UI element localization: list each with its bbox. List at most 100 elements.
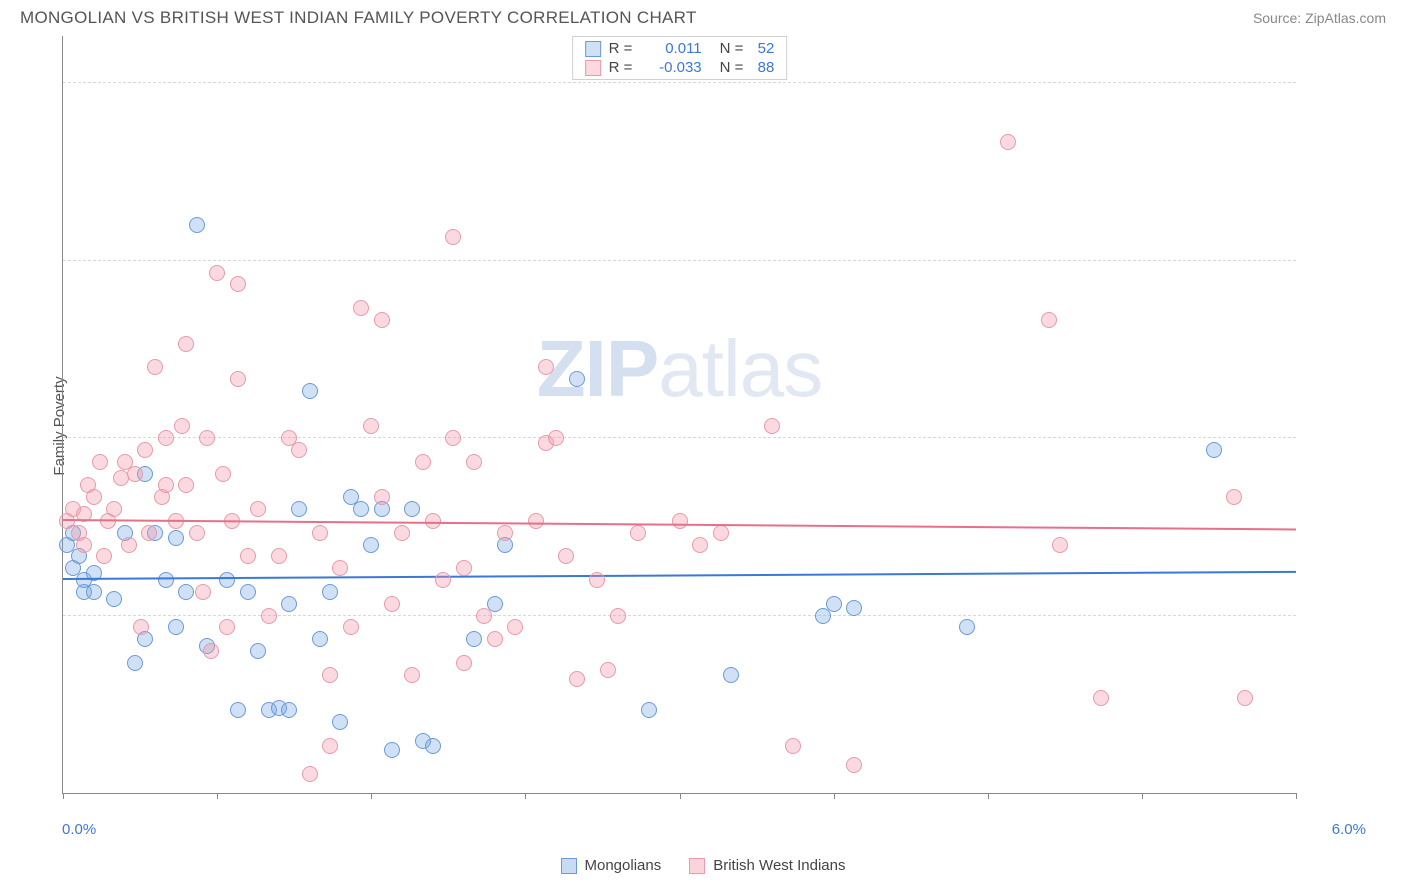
scatter-point [1206, 442, 1222, 458]
scatter-point [219, 619, 235, 635]
scatter-point [137, 466, 153, 482]
scatter-point [240, 548, 256, 564]
scatter-point [199, 430, 215, 446]
scatter-point [96, 548, 112, 564]
scatter-point [261, 702, 277, 718]
legend-swatch [585, 60, 601, 76]
scatter-point [538, 359, 554, 375]
scatter-point [133, 619, 149, 635]
n-label: N = [720, 59, 750, 76]
scatter-point [435, 572, 451, 588]
scatter-point [394, 525, 410, 541]
scatter-point [250, 643, 266, 659]
scatter-point [497, 537, 513, 553]
x-tick [988, 793, 989, 799]
scatter-point [137, 442, 153, 458]
scatter-point [65, 501, 81, 517]
scatter-point [199, 638, 215, 654]
scatter-point [1226, 489, 1242, 505]
x-tick [63, 793, 64, 799]
scatter-point [445, 430, 461, 446]
watermark: ZIPatlas [537, 323, 822, 415]
scatter-point [404, 501, 420, 517]
scatter-point [610, 608, 626, 624]
x-tick [680, 793, 681, 799]
scatter-point [174, 418, 190, 434]
scatter-point [189, 525, 205, 541]
r-value: 0.011 [647, 40, 702, 57]
scatter-point [507, 619, 523, 635]
scatter-point [312, 631, 328, 647]
r-label: R = [609, 40, 639, 57]
scatter-point [65, 560, 81, 576]
scatter-point [121, 537, 137, 553]
x-tick [371, 793, 372, 799]
scatter-point [178, 336, 194, 352]
gridline [63, 82, 1296, 83]
scatter-point [332, 560, 348, 576]
scatter-point [826, 596, 842, 612]
scatter-point [281, 702, 297, 718]
legend-label: British West Indians [713, 857, 845, 874]
scatter-point [127, 466, 143, 482]
scatter-point [178, 584, 194, 600]
n-value: 52 [758, 40, 775, 57]
trend-line [63, 519, 1296, 530]
legend-item: British West Indians [689, 857, 845, 874]
scatter-point [302, 383, 318, 399]
chart-title: MONGOLIAN VS BRITISH WEST INDIAN FAMILY … [20, 8, 697, 28]
scatter-point [250, 501, 266, 517]
scatter-point [137, 631, 153, 647]
scatter-point [445, 229, 461, 245]
scatter-point [158, 477, 174, 493]
x-tick [834, 793, 835, 799]
scatter-point [322, 738, 338, 754]
scatter-point [117, 525, 133, 541]
scatter-point [127, 655, 143, 671]
legend-label: Mongolians [585, 857, 662, 874]
scatter-point [1237, 690, 1253, 706]
scatter-point [723, 667, 739, 683]
scatter-point [209, 265, 225, 281]
scatter-point [374, 312, 390, 328]
scatter-point [404, 667, 420, 683]
gridline [63, 260, 1296, 261]
scatter-point [641, 702, 657, 718]
x-tick [1296, 793, 1297, 799]
scatter-point [1000, 134, 1016, 150]
scatter-point [672, 513, 688, 529]
scatter-point [215, 466, 231, 482]
x-tick [217, 793, 218, 799]
source-attribution: Source: ZipAtlas.com [1253, 10, 1386, 26]
x-min-label: 0.0% [62, 821, 96, 838]
scatter-point [271, 548, 287, 564]
x-axis-labels: 0.0% 6.0% [62, 821, 1296, 841]
scatter-point [558, 548, 574, 564]
scatter-point [456, 655, 472, 671]
scatter-point [189, 217, 205, 233]
scatter-point [271, 700, 287, 716]
scatter-point [219, 572, 235, 588]
scatter-point [343, 619, 359, 635]
scatter-point [59, 537, 75, 553]
chart-header: MONGOLIAN VS BRITISH WEST INDIAN FAMILY … [0, 0, 1406, 32]
legend-swatch [585, 41, 601, 57]
scatter-point [71, 548, 87, 564]
r-value: -0.033 [647, 59, 702, 76]
scatter-point [106, 501, 122, 517]
legend-swatch [689, 858, 705, 874]
scatter-point [147, 525, 163, 541]
scatter-point [117, 454, 133, 470]
scatter-point [487, 631, 503, 647]
scatter-point [569, 671, 585, 687]
x-tick [1142, 793, 1143, 799]
scatter-point [630, 525, 646, 541]
scatter-point [846, 757, 862, 773]
scatter-point [569, 371, 585, 387]
scatter-point [1093, 690, 1109, 706]
x-max-label: 6.0% [1332, 821, 1366, 838]
scatter-point [291, 501, 307, 517]
scatter-point [785, 738, 801, 754]
scatter-point [281, 430, 297, 446]
scatter-point [240, 584, 256, 600]
